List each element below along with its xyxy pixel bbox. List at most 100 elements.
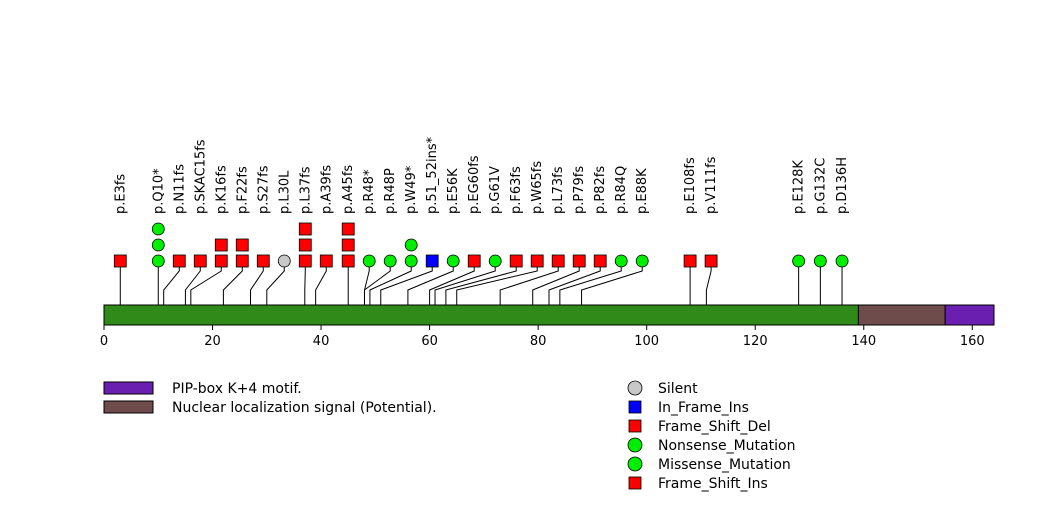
mutation-stems (119, 261, 843, 305)
mutation-stem (532, 261, 580, 305)
axis-tick-label: 40 (313, 334, 330, 349)
type-legend-label: Frame_Shift_Ins (658, 476, 768, 492)
mutation-marker (151, 222, 165, 236)
mutation-stem (705, 261, 712, 305)
mutation-stem (222, 261, 243, 305)
mutation-marker (383, 254, 397, 268)
mutation-marker (193, 254, 207, 268)
mutation-markers (113, 222, 849, 268)
mutation-label: p.E88K (635, 168, 650, 214)
mutation-marker (425, 254, 439, 268)
mutation-label: p.Q10* (151, 168, 166, 214)
mutation-label: p.S27fs (256, 165, 271, 214)
protein-backbone-group (103, 304, 995, 326)
mutation-marker (256, 254, 270, 268)
mutation-stem (548, 261, 601, 305)
mutation-label: p.E3fs (113, 174, 128, 214)
type-legend-swatch (628, 400, 642, 414)
type-legend-label: Nonsense_Mutation (658, 438, 795, 454)
mutation-label: p.A39fs (319, 165, 334, 214)
mutation-label: p.F63fs (509, 166, 524, 214)
mutation-label: p.E108fs (683, 157, 698, 214)
mutation-label: p.R84Q (614, 166, 629, 214)
domain-region (857, 304, 946, 326)
mutation-stem (363, 261, 370, 305)
mutation-marker (277, 254, 291, 268)
mutation-marker (593, 254, 607, 268)
mutation-stem (456, 261, 538, 305)
mutation-stem (266, 261, 285, 305)
domain-legend-swatch (103, 400, 154, 414)
mutation-label: p.R48* (362, 169, 377, 214)
mutation-marker (635, 254, 649, 268)
type-legend-swatch (628, 476, 642, 490)
mutation-label: p.P79fs (572, 166, 587, 214)
mutation-type-legend: Silent In_Frame_Ins Frame_Shift_Del Nonsens… (627, 380, 795, 492)
mutation-label: p.W49* (404, 165, 419, 214)
axis-tick-label: 140 (851, 334, 876, 349)
mutation-marker (530, 254, 544, 268)
type-legend-label: Frame_Shift_Del (658, 419, 771, 435)
mutation-marker (214, 238, 228, 252)
axis-tick-label: 120 (743, 334, 768, 349)
domain-legend-label: PIP-box K+4 motif. (172, 381, 302, 397)
mutation-label: p.G61V (488, 166, 503, 214)
mutation-marker (704, 254, 718, 268)
mutation-stem (429, 261, 475, 305)
mutation-label: p.SKAC15fs (193, 139, 208, 214)
mutation-stem (363, 261, 391, 305)
mutation-label: p.D136H (835, 157, 850, 214)
mutation-stem (315, 261, 327, 305)
mutation-marker (298, 254, 312, 268)
axis-tick-label: 100 (634, 334, 659, 349)
mutation-marker (683, 254, 697, 268)
type-legend-label: In_Frame_Ins (658, 400, 749, 416)
mutation-marker (341, 222, 355, 236)
mutation-marker (467, 254, 481, 268)
mutation-label: p.F22fs (235, 166, 250, 214)
mutation-marker (214, 254, 228, 268)
mutation-marker (319, 254, 333, 268)
mutation-label: p.N11fs (172, 164, 187, 214)
domain-region (944, 304, 995, 326)
mutation-marker (509, 254, 523, 268)
mutation-marker (551, 254, 565, 268)
mutation-label: p.E128K (792, 160, 807, 214)
mutation-marker (362, 254, 376, 268)
mutation-marker (298, 222, 312, 236)
mutation-marker (835, 254, 849, 268)
axis-tick-label: 160 (960, 334, 985, 349)
domain-legend-label: Nuclear localization signal (Potential). (172, 400, 437, 416)
mutation-label: p.W65fs (530, 161, 545, 214)
mutation-stem (581, 261, 643, 305)
mutation-stem (184, 261, 201, 305)
mutation-marker (813, 254, 827, 268)
domain-legend: PIP-box K+4 motif. Nuclear localization s… (103, 381, 437, 416)
mutation-marker (298, 238, 312, 252)
mutation-stem (190, 261, 222, 305)
axis-tick-label: 60 (421, 334, 438, 349)
mutation-marker (572, 254, 586, 268)
type-legend-swatch (627, 437, 643, 453)
mutation-label: p.E56K (446, 168, 461, 214)
type-legend-swatch (627, 456, 643, 472)
mutation-label: p.EG60fs (467, 155, 482, 214)
mutation-label: p.L73fs (551, 166, 566, 214)
mutation-marker (235, 238, 249, 252)
mutation-labels: p.E3fs p.Q10* p.N11fs p.SKAC15fs p.K16fs p.F2… (113, 136, 850, 214)
mutation-label: p.A45fs (341, 165, 356, 214)
axis-tick-label: 0 (100, 334, 108, 349)
mutation-marker (404, 254, 418, 268)
mutation-marker (341, 238, 355, 252)
mutation-marker (235, 254, 249, 268)
axis-tick-label: 80 (530, 334, 547, 349)
mutation-label: p.V111fs (704, 156, 719, 214)
position-axis: 0 20 40 60 80 100 120 140 160 (100, 325, 985, 349)
mutation-label: p.L30L (277, 170, 292, 214)
mutation-label: p.51_52ins* (425, 136, 440, 214)
mutation-label: p.R48P (383, 168, 398, 214)
type-legend-swatch (627, 380, 643, 396)
mutation-marker (341, 254, 355, 268)
mutation-marker (151, 254, 165, 268)
